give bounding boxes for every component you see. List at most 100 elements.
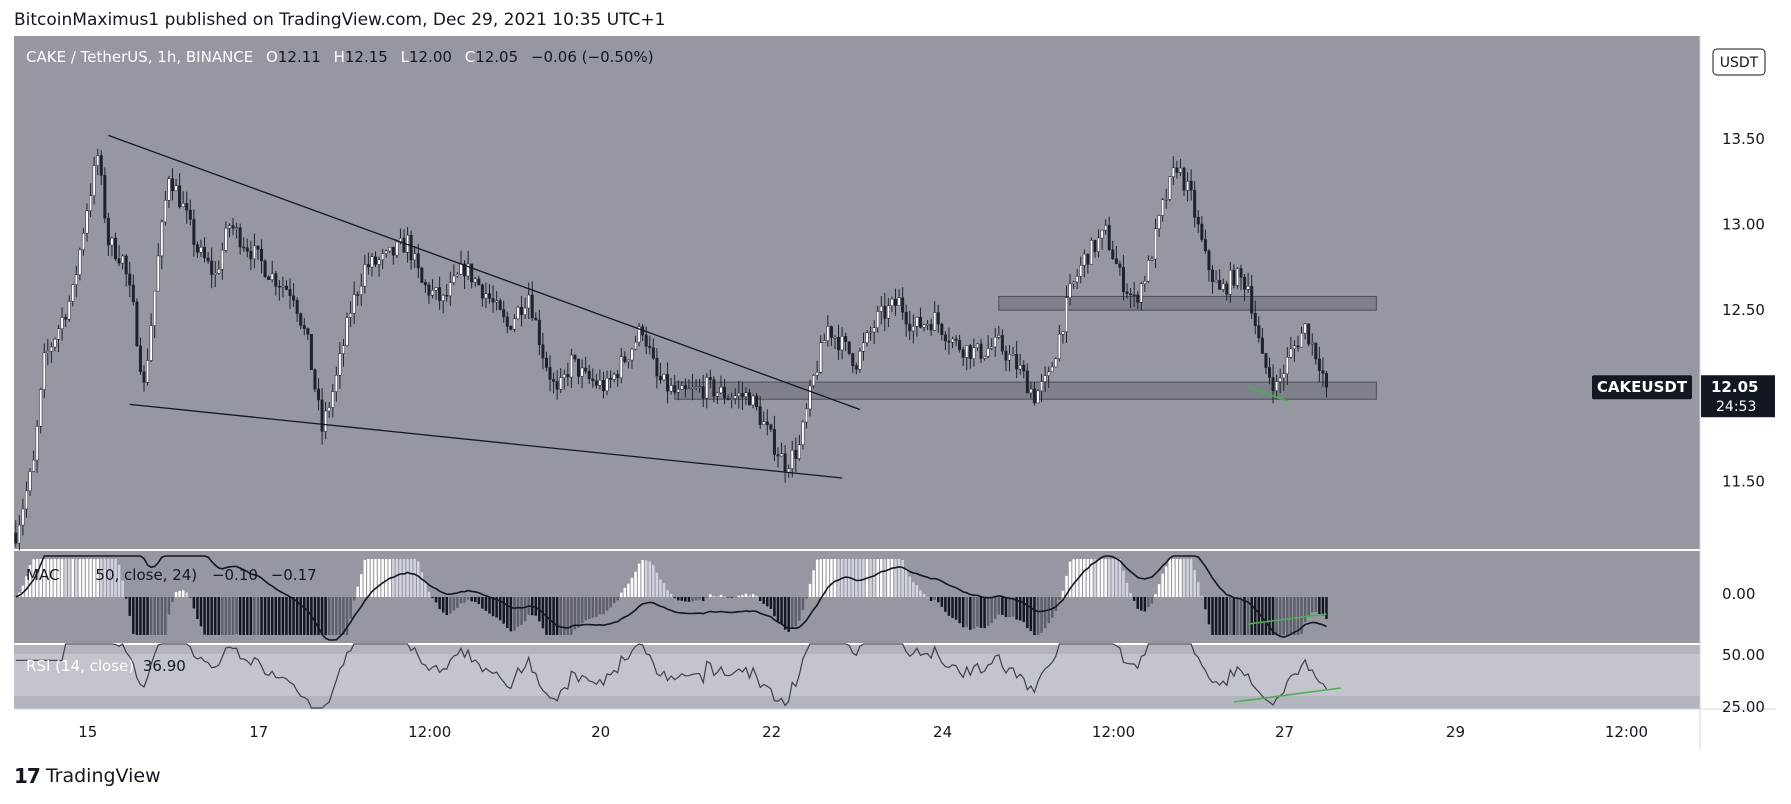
candle-body bbox=[1303, 323, 1307, 334]
candle-body bbox=[238, 227, 242, 248]
price-panel[interactable] bbox=[14, 36, 1700, 550]
macd-bar bbox=[1314, 597, 1318, 613]
candle-body bbox=[626, 359, 630, 363]
candle-body bbox=[188, 209, 192, 220]
macd-bar bbox=[1236, 597, 1239, 635]
macd-bar bbox=[833, 559, 837, 597]
rsi-divergence-line[interactable] bbox=[1233, 687, 1341, 703]
macd-bar bbox=[1029, 597, 1033, 632]
macd-bar bbox=[360, 574, 363, 597]
candle-body bbox=[274, 273, 278, 287]
macd-divergence-line[interactable] bbox=[1248, 613, 1327, 625]
macd-bar bbox=[420, 572, 424, 597]
candle-body bbox=[153, 290, 157, 326]
candle-body bbox=[32, 459, 36, 472]
macd-bar bbox=[830, 559, 833, 597]
candle-body bbox=[1114, 258, 1118, 265]
macd-label-prefix: MAC bbox=[26, 566, 59, 584]
macd-bar bbox=[976, 597, 979, 627]
macd-bar bbox=[1075, 559, 1079, 597]
candle-body bbox=[227, 225, 231, 229]
macd-bar bbox=[267, 597, 270, 635]
price-tick: 12.50 bbox=[1722, 301, 1765, 319]
macd-bar bbox=[523, 597, 527, 622]
macd-bar bbox=[1275, 597, 1278, 635]
candle-body bbox=[947, 340, 951, 343]
candle-body bbox=[936, 312, 940, 325]
candle-body bbox=[562, 374, 566, 378]
candle-body bbox=[1271, 377, 1275, 392]
candle-body bbox=[60, 317, 64, 329]
trading-chart[interactable]: CAKE / TetherUS, 1h, BINANCE O12.11 H12.… bbox=[0, 0, 1791, 760]
macd-bar bbox=[466, 597, 470, 600]
candle-body bbox=[701, 386, 705, 399]
macd-bar bbox=[399, 559, 402, 597]
candle-body bbox=[780, 453, 784, 457]
macd-bar bbox=[43, 559, 46, 597]
candle-body bbox=[712, 379, 716, 397]
candle-body bbox=[1232, 269, 1236, 286]
macd-bar bbox=[135, 597, 139, 635]
candle-body bbox=[1250, 286, 1254, 314]
macd-bar bbox=[124, 597, 128, 599]
macd-bar bbox=[698, 597, 701, 600]
candle-body bbox=[356, 294, 360, 296]
macd-bar bbox=[1221, 597, 1225, 635]
macd-bar bbox=[196, 597, 199, 620]
candle-body bbox=[1314, 342, 1318, 360]
macd-bar bbox=[634, 571, 637, 597]
descending-trendline[interactable] bbox=[108, 134, 861, 411]
candle-body bbox=[655, 358, 659, 377]
candle-body bbox=[309, 333, 313, 370]
currency-badge[interactable] bbox=[1712, 48, 1766, 76]
macd-bar bbox=[1211, 597, 1214, 635]
candle-body bbox=[1203, 239, 1207, 252]
macd-signal-line bbox=[15, 555, 1327, 641]
candle-body bbox=[787, 468, 791, 473]
resistance-box[interactable] bbox=[998, 295, 1377, 311]
macd-bar bbox=[153, 597, 156, 635]
time-axis[interactable] bbox=[14, 709, 1776, 751]
candle-body bbox=[427, 284, 431, 296]
lower-trendline[interactable] bbox=[129, 403, 843, 479]
candle-body bbox=[605, 377, 609, 392]
candle-body bbox=[918, 317, 922, 328]
macd-bar bbox=[997, 597, 1001, 615]
macd-bar bbox=[1061, 590, 1065, 597]
macd-bar bbox=[71, 559, 75, 597]
candle-body bbox=[455, 273, 459, 277]
macd-bar bbox=[249, 597, 253, 635]
footer-brand[interactable]: 𝟭𝟳 TradingView bbox=[14, 764, 161, 788]
macd-bar bbox=[274, 597, 278, 635]
macd-bar bbox=[947, 597, 951, 616]
candle-body bbox=[1068, 283, 1072, 298]
macd-bar bbox=[1097, 559, 1100, 597]
macd-bar bbox=[954, 597, 958, 620]
macd-bar bbox=[758, 597, 762, 601]
candle-body bbox=[146, 360, 150, 383]
candle-body bbox=[594, 380, 598, 386]
macd-bar bbox=[1186, 559, 1189, 597]
price-axis[interactable] bbox=[1700, 36, 1776, 709]
macd-legend: MAC 50, close, 24) −0.10 −0.17 bbox=[26, 566, 317, 584]
candle-body bbox=[1061, 331, 1065, 335]
macd-bar bbox=[78, 559, 82, 597]
macd-bar bbox=[1132, 597, 1136, 601]
candle-body bbox=[495, 300, 499, 303]
macd-bar bbox=[67, 559, 71, 597]
macd-bar bbox=[812, 570, 815, 597]
macd-bar bbox=[28, 565, 32, 597]
price-divergence-line[interactable] bbox=[1247, 386, 1288, 402]
candle-body bbox=[181, 203, 185, 208]
candle-body bbox=[516, 307, 520, 320]
macd-bar bbox=[96, 559, 99, 597]
macd-bar bbox=[776, 597, 780, 622]
candle-body bbox=[302, 325, 306, 329]
candle-body bbox=[1100, 229, 1104, 239]
support-box[interactable] bbox=[674, 381, 1377, 400]
candle-body bbox=[1025, 370, 1029, 394]
candle-body bbox=[691, 387, 695, 389]
candle-body bbox=[466, 263, 470, 277]
candle-body bbox=[395, 241, 399, 256]
candle-body bbox=[448, 282, 452, 297]
